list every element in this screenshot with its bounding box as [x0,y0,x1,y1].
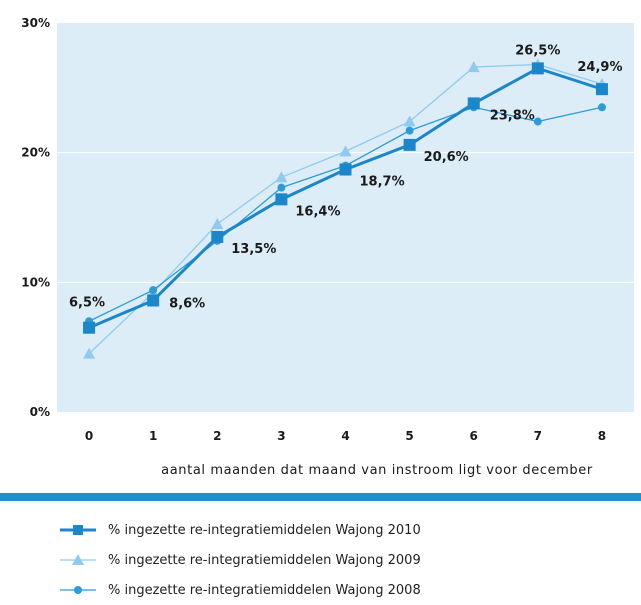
square-point [403,138,416,151]
y-tick-label: 20% [21,146,50,160]
x-axis-label: aantal maanden dat maand van instroom li… [161,463,593,478]
plot-area [57,23,634,412]
square-point [211,230,224,243]
data-label: 13,5% [231,242,276,257]
x-tick-label: 7 [534,429,542,443]
square-point [467,97,480,110]
data-label: 20,6% [424,150,469,165]
y-tick-label: 0% [30,405,50,419]
x-tick-label: 3 [277,429,285,443]
triangle-point [467,61,480,73]
data-label: 26,5% [515,43,560,58]
triangle-point [339,145,352,157]
data-label: 18,7% [360,175,405,190]
data-label: 8,6% [169,296,205,311]
legend-swatch-circle [60,586,96,594]
legend-label: % ingezette re-integratiemiddelen Wajong… [108,582,421,598]
square-point [275,193,288,206]
circle-point [149,286,158,295]
divider-bar [0,493,641,501]
x-tick-label: 2 [213,429,221,443]
x-tick-label: 1 [149,429,157,443]
triangle-point [211,217,224,229]
data-labels: 6,5% 8,6% 13,5% 16,4% 18,7% 20,6% 23,8% 26,5% 24… [69,43,622,311]
legend: % ingezette re-integratiemiddelen Wajong… [60,515,421,605]
triangle-point [403,115,416,127]
legend-item-wajong-2010: % ingezette re-integratiemiddelen Wajong… [60,515,421,545]
legend-item-wajong-2008: % ingezette re-integratiemiddelen Wajong… [60,575,421,605]
legend-item-wajong-2009: % ingezette re-integratiemiddelen Wajong… [60,545,421,575]
x-tick-label: 6 [470,429,478,443]
legend-label: % ingezette re-integratiemiddelen Wajong… [108,552,421,568]
data-label: 24,9% [577,60,622,75]
y-tick-label: 30% [21,16,50,30]
circle-point [597,103,606,112]
x-axis-ticks: 0 1 2 3 4 5 6 7 8 [85,429,606,443]
y-axis-ticks: 0% 10% 20% 30% [21,16,50,419]
legend-swatch-triangle [60,554,96,565]
circle-point [405,126,414,135]
x-tick-label: 8 [598,429,606,443]
series-group [83,58,608,359]
square-point [147,294,160,307]
square-point [83,321,96,334]
triangle-point [83,347,96,359]
data-label: 6,5% [69,296,105,311]
legend-label: % ingezette re-integratiemiddelen Wajong… [108,522,421,538]
square-point [595,83,608,96]
legend-swatch-square [60,525,96,535]
y-tick-label: 10% [21,275,50,289]
data-label: 23,8% [490,108,535,123]
data-label: 16,4% [295,204,340,219]
circle-point [277,183,286,192]
triangle-point [275,171,288,183]
x-tick-label: 0 [85,429,93,443]
x-tick-label: 5 [405,429,413,443]
circle-point [533,117,542,126]
x-tick-label: 4 [341,429,349,443]
square-point [531,62,544,75]
square-point [339,163,352,176]
line-chart: 0% 10% 20% 30% 0 1 2 3 4 5 6 7 8 6,5% 8,6% 13,5% 16,4%… [21,16,634,478]
